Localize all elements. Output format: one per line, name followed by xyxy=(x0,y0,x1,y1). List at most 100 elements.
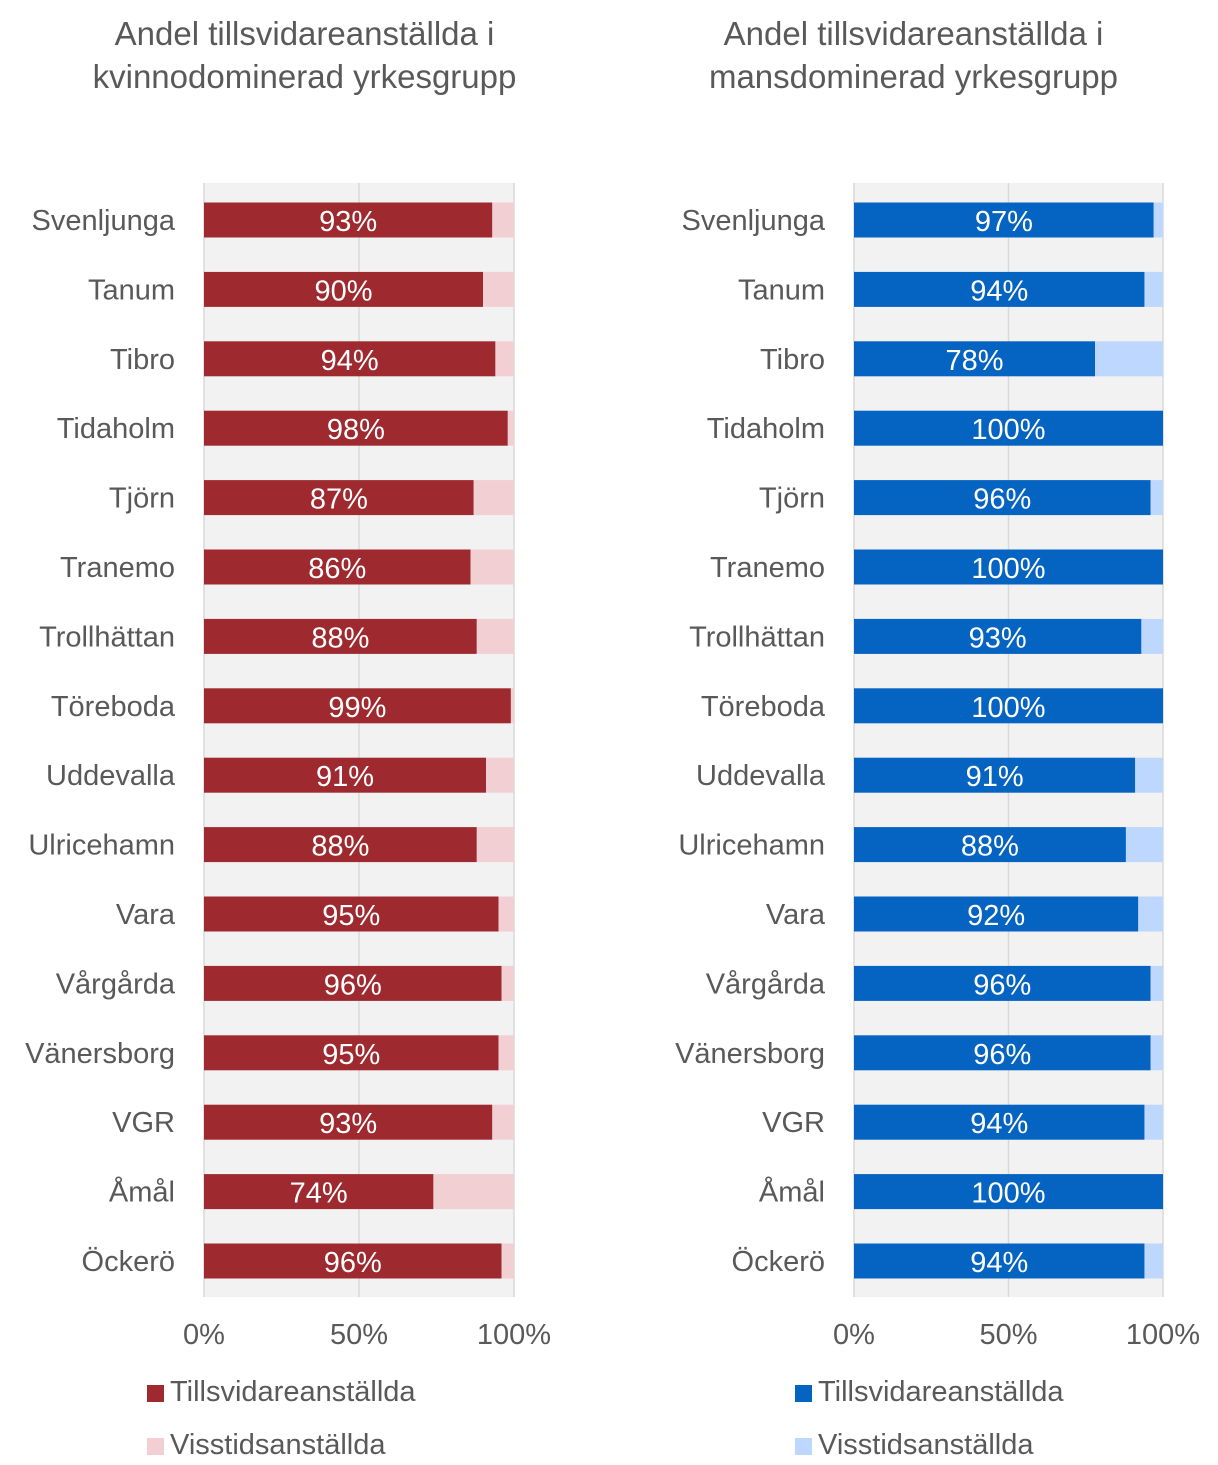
bar-segment-tillsvidare xyxy=(204,896,499,932)
x-tick-label: 100% xyxy=(1126,1319,1200,1351)
category-label: Vårgårda xyxy=(706,968,826,1000)
data-label: 93% xyxy=(319,206,377,238)
bar-segment-tillsvidare xyxy=(854,757,1136,793)
category-label: Tanum xyxy=(88,274,175,306)
category-label: Tanum xyxy=(738,274,825,306)
legend-item-tillsvidare: Tillsvidareanställda xyxy=(147,1372,416,1412)
category-label: Trollhättan xyxy=(689,621,825,653)
bar-segment-tillsvidare xyxy=(204,202,493,238)
bar-segment-tillsvidare xyxy=(854,965,1151,1001)
data-label: 94% xyxy=(970,1247,1028,1279)
category-label: Töreboda xyxy=(701,691,826,723)
data-label: 100% xyxy=(971,1178,1045,1210)
category-label: Tidaholm xyxy=(707,413,825,445)
x-tick-label: 0% xyxy=(833,1319,875,1351)
bar-segment-tillsvidare xyxy=(204,341,496,377)
bar-segment-visstid xyxy=(1144,271,1163,307)
category-label: Tibro xyxy=(110,344,175,376)
data-label: 78% xyxy=(945,345,1003,377)
chart-title: Andel tillsvidareanställda i kvinnodomin… xyxy=(92,15,517,95)
x-tick-label: 0% xyxy=(183,1319,225,1351)
bar-segment-visstid xyxy=(476,827,514,863)
bar-segment-visstid xyxy=(492,202,514,238)
legend-swatch xyxy=(147,1385,164,1402)
data-label: 96% xyxy=(324,969,382,1001)
legend-item-visstid: Visstidsanställda xyxy=(795,1425,1033,1465)
bar-segment-tillsvidare xyxy=(204,618,477,654)
bar-segment-tillsvidare xyxy=(854,827,1126,863)
category-label: Svenljunga xyxy=(682,205,826,237)
data-label: 91% xyxy=(966,761,1024,793)
bar-chart-mansdominerad: 0% 50% 100% Svenljunga 97% Tanum 94% Tibro 78% Ti… xyxy=(675,183,1200,1351)
category-label: Tjörn xyxy=(759,483,825,515)
bar-segment-visstid xyxy=(507,410,514,446)
category-label: VGR xyxy=(112,1107,175,1139)
bar-segment-tillsvidare xyxy=(854,410,1163,446)
legend-item-visstid: Visstidsanställda xyxy=(147,1425,385,1465)
bar-segment-tillsvidare xyxy=(854,341,1096,377)
bar-segment-visstid xyxy=(1138,896,1163,932)
data-label: 100% xyxy=(971,692,1045,724)
bar-segment-tillsvidare xyxy=(854,896,1139,932)
legend-swatch xyxy=(795,1385,812,1402)
data-label: 96% xyxy=(973,1039,1031,1071)
data-label: 96% xyxy=(324,1247,382,1279)
data-label: 94% xyxy=(970,275,1028,307)
category-label: Vara xyxy=(766,899,826,931)
bar-segment-tillsvidare xyxy=(854,618,1142,654)
data-label: 95% xyxy=(322,1039,380,1071)
data-label: 96% xyxy=(973,484,1031,516)
category-label: Tibro xyxy=(760,344,825,376)
category-label: VGR xyxy=(762,1107,825,1139)
legend-swatch xyxy=(147,1438,164,1455)
data-label: 92% xyxy=(967,900,1025,932)
bar-segment-tillsvidare xyxy=(204,965,502,1001)
bar-segment-visstid xyxy=(1150,1035,1163,1071)
data-label: 100% xyxy=(971,553,1045,585)
category-label: Trollhättan xyxy=(39,621,175,653)
bar-segment-visstid xyxy=(510,688,514,724)
bar-segment-visstid xyxy=(476,618,514,654)
category-label: Tranemo xyxy=(710,552,825,584)
bar-segment-tillsvidare xyxy=(854,1243,1145,1279)
bar-segment-tillsvidare xyxy=(204,1035,499,1071)
data-label: 91% xyxy=(316,761,374,793)
category-label: Öckerö xyxy=(732,1246,825,1278)
category-label: Vänersborg xyxy=(25,1038,175,1070)
data-label: 93% xyxy=(969,622,1027,654)
bar-segment-tillsvidare xyxy=(204,757,487,793)
chart-title: Andel tillsvidareanställda i mansdominer… xyxy=(708,15,1119,95)
data-label: 97% xyxy=(975,206,1033,238)
category-label: Tranemo xyxy=(60,552,175,584)
bar-segment-tillsvidare xyxy=(204,827,477,863)
data-label: 96% xyxy=(973,969,1031,1001)
data-label: 88% xyxy=(961,831,1019,863)
x-tick-label: 50% xyxy=(330,1319,388,1351)
bar-segment-visstid xyxy=(492,1104,514,1140)
bar-segment-tillsvidare xyxy=(854,1174,1163,1210)
category-label: Vara xyxy=(116,899,176,931)
bar-chart-kvinnodominerad: 0% 50% 100% Svenljunga 93% Tanum 90% Tibro 94% Ti… xyxy=(25,183,551,1351)
bar-segment-tillsvidare xyxy=(204,1243,502,1279)
data-label: 99% xyxy=(328,692,386,724)
category-label: Åmål xyxy=(109,1176,175,1209)
category-label: Ulricehamn xyxy=(678,830,825,862)
bar-segment-tillsvidare xyxy=(854,1035,1151,1071)
legend-label: Visstidsanställda xyxy=(170,1429,386,1461)
chart-panel-kvinnodominerad: Andel tillsvidareanställda i kvinnodomin… xyxy=(0,0,609,1461)
category-label: Öckerö xyxy=(82,1246,175,1278)
legend-label: Visstidsanställda xyxy=(818,1429,1034,1461)
data-label: 95% xyxy=(322,900,380,932)
bar-segment-tillsvidare xyxy=(204,271,483,307)
bar-segment-visstid xyxy=(498,896,514,932)
bar-segment-visstid xyxy=(1135,757,1163,793)
category-label: Tjörn xyxy=(109,483,175,515)
bar-segment-visstid xyxy=(495,341,514,377)
bar-segment-visstid xyxy=(1144,1104,1163,1140)
bar-segment-tillsvidare xyxy=(204,410,508,446)
category-label: Ulricehamn xyxy=(28,830,175,862)
chart-panel-mansdominerad: Andel tillsvidareanställda i mansdominer… xyxy=(609,0,1218,1461)
data-label: 86% xyxy=(308,553,366,585)
bar-segment-visstid xyxy=(501,965,514,1001)
data-label: 88% xyxy=(311,831,369,863)
